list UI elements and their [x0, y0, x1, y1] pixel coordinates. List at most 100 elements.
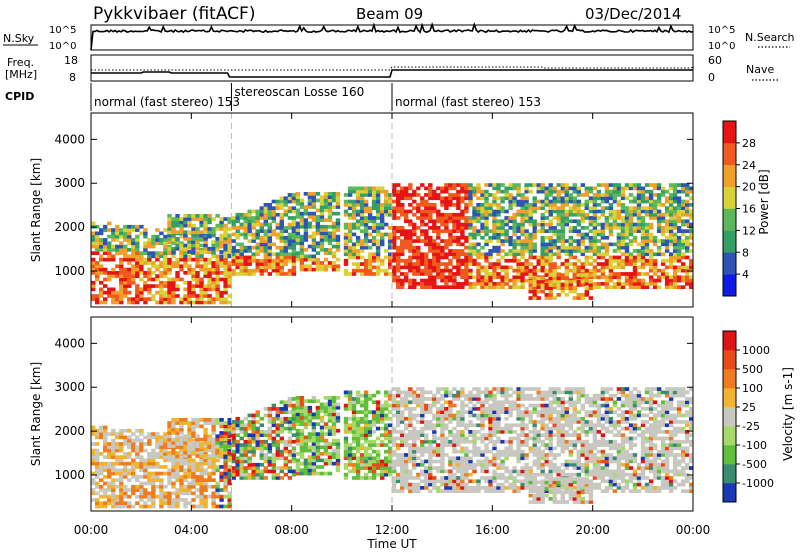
power-cell: [424, 278, 429, 283]
velocity-cell: [444, 489, 449, 493]
velocity-cell: [171, 458, 176, 463]
power-cell: [167, 237, 172, 241]
power-cell: [207, 220, 212, 225]
power-cell: [676, 239, 682, 243]
power-cell: [263, 216, 268, 220]
velocity-cell: [251, 462, 256, 467]
power-cell: [315, 261, 321, 265]
power-cell: [408, 268, 413, 273]
power-cell: [203, 300, 208, 305]
power-cell: [363, 272, 369, 276]
power-cell: [496, 265, 501, 270]
power-cell: [400, 258, 405, 263]
velocity-cell: [343, 436, 349, 441]
power-cell: [580, 249, 585, 253]
power-cell: [151, 261, 156, 265]
power-cell: [343, 212, 349, 217]
velocity-cell: [412, 433, 417, 437]
velocity-cell: [323, 458, 329, 463]
power-cell: [375, 203, 381, 207]
power-cell: [303, 221, 309, 226]
power-cell: [540, 268, 545, 273]
velocity-cell: [291, 413, 297, 418]
power-cell: [259, 272, 264, 276]
power-cell: [492, 235, 497, 240]
power-cell: [612, 196, 618, 201]
power-cell: [672, 249, 678, 253]
velocity-cell: [359, 462, 365, 467]
power-cell: [195, 297, 200, 301]
power-cell: [327, 208, 333, 213]
power-cell: [632, 226, 638, 230]
velocity-cell: [115, 494, 120, 499]
power-cell: [552, 278, 557, 283]
power-cell: [107, 287, 112, 292]
power-cell: [584, 268, 589, 273]
power-cell: [464, 255, 469, 260]
power-cell: [123, 254, 128, 259]
power-cell: [331, 264, 337, 269]
power-cell: [275, 199, 280, 204]
power-cell: [488, 183, 493, 187]
velocity-cell: [335, 419, 341, 423]
power-cell: [408, 193, 413, 197]
power-cell: [685, 255, 690, 260]
power-cell: [460, 258, 465, 263]
velocity-cell: [436, 446, 441, 451]
power-cell: [139, 224, 144, 229]
power-cell: [664, 212, 670, 217]
power-cell: [428, 196, 433, 201]
velocity-cell: [396, 403, 401, 408]
velocity-cell: [179, 437, 184, 442]
power-cell: [496, 239, 501, 243]
power-cell: [520, 193, 525, 197]
velocity-cell: [147, 435, 152, 440]
power-cell: [548, 219, 553, 224]
power-cell: [123, 277, 128, 282]
power-cell: [432, 196, 437, 201]
power-cell: [600, 262, 606, 266]
power-cell: [235, 265, 240, 270]
power-cell: [460, 272, 465, 276]
power-cell: [223, 254, 228, 259]
power-cell: [119, 244, 124, 249]
velocity-cell: [351, 423, 357, 428]
power-cell: [91, 244, 96, 249]
power-cell: [143, 234, 148, 239]
velocity-cell: [319, 428, 325, 433]
velocity-cell: [420, 469, 425, 474]
power-cell: [528, 245, 533, 250]
power-cell: [199, 250, 204, 254]
power-cell: [299, 244, 305, 249]
power-cell: [632, 282, 638, 286]
velocity-cell: [408, 420, 413, 424]
power-cell: [452, 229, 457, 233]
power-cell: [500, 189, 505, 194]
power-cell: [468, 203, 473, 207]
velocity-cell: [400, 486, 405, 490]
power-cell: [363, 242, 369, 247]
velocity-cell: [99, 428, 104, 433]
power-cell: [99, 264, 104, 269]
power-cell: [652, 262, 658, 266]
velocity-cell: [163, 501, 168, 505]
velocity-cell: [123, 501, 128, 505]
power-cell: [668, 206, 674, 210]
power-cell: [243, 226, 248, 230]
velocity-cell: [412, 486, 417, 490]
velocity-cell: [396, 393, 401, 398]
velocity-cell: [191, 471, 196, 476]
velocity-cell: [448, 482, 453, 487]
velocity-cell: [223, 442, 228, 446]
power-cell: [175, 241, 180, 246]
velocity-cell: [311, 428, 317, 433]
power-cell: [672, 268, 678, 273]
power-cell: [223, 223, 228, 228]
power-cell: [556, 276, 561, 281]
power-cell: [335, 267, 341, 272]
power-cell: [464, 252, 469, 257]
power-cell: [448, 212, 453, 217]
power-cell: [307, 244, 313, 249]
power-cell: [668, 282, 674, 286]
power-cell: [279, 252, 284, 257]
